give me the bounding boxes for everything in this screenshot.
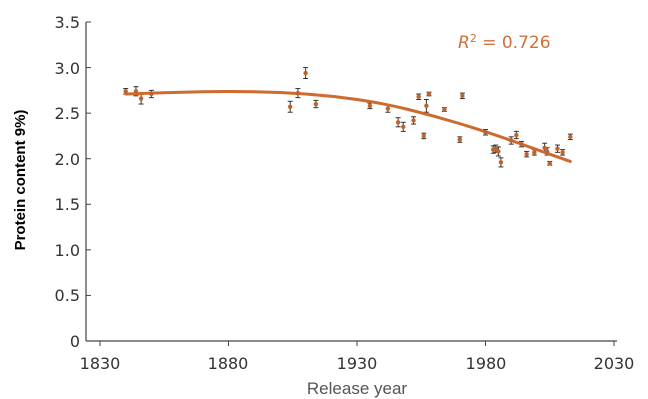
error-bars — [123, 67, 573, 168]
data-point — [367, 103, 373, 109]
r-squared-annotation: R2 = 0.726 — [458, 32, 551, 54]
data-point — [138, 96, 144, 101]
r-squared-value: = 0.726 — [477, 33, 551, 53]
y-tick-label: 2.0 — [55, 150, 80, 169]
data-point — [442, 107, 447, 112]
data-point — [532, 150, 537, 155]
x-tick-labels: 1830 1880 1930 1980 2030 — [80, 354, 635, 373]
data-point — [514, 132, 519, 138]
data-point — [568, 134, 573, 140]
data-point — [303, 70, 308, 76]
data-point — [421, 133, 427, 139]
y-tick-label: 0 — [70, 332, 80, 351]
r-squared-prefix: R — [458, 33, 470, 53]
r-squared-sup: 2 — [470, 32, 477, 45]
data-point — [385, 106, 391, 111]
data-point — [313, 101, 319, 107]
data-point — [547, 161, 552, 166]
y-tick-label: 2.5 — [55, 104, 80, 123]
data-point — [395, 120, 401, 125]
data-point — [416, 94, 421, 99]
data-point — [426, 91, 432, 97]
data-point — [483, 130, 488, 135]
data-point — [542, 145, 547, 150]
data-point — [460, 93, 465, 99]
y-tick-label: 3.5 — [55, 13, 80, 32]
y-tick-labels: 0 0.5 1.0 1.5 2.0 2.5 3.0 3.5 — [55, 13, 80, 351]
data-point — [424, 103, 429, 109]
x-tick-label: 1830 — [80, 354, 121, 373]
data-point — [560, 150, 565, 155]
data-point — [401, 124, 406, 130]
data-point — [498, 160, 504, 165]
data-point — [133, 89, 139, 94]
y-tick-label: 3.0 — [55, 59, 80, 78]
x-tick-label: 2030 — [594, 354, 635, 373]
x-axis-title: Release year — [307, 379, 408, 398]
data-point — [555, 146, 560, 151]
y-tick-label: 1.5 — [55, 195, 80, 214]
data-point — [496, 149, 501, 154]
y-axis-title: Protein content 9%) — [12, 110, 29, 251]
y-tick-label: 1.0 — [55, 241, 80, 260]
data-point — [123, 89, 128, 94]
x-tick-label: 1930 — [337, 354, 378, 373]
data-point — [287, 104, 293, 109]
trend-line — [124, 89, 572, 163]
data-point — [519, 141, 524, 147]
data-point — [295, 90, 301, 96]
data-point — [457, 137, 462, 142]
data-point — [149, 91, 154, 97]
data-point — [544, 149, 550, 154]
x-tick-label: 1980 — [466, 354, 507, 373]
x-tick-label: 1880 — [208, 354, 249, 373]
y-tick-label: 0.5 — [55, 286, 80, 305]
data-point — [509, 138, 514, 143]
data-points — [123, 70, 573, 166]
data-point — [411, 118, 416, 123]
data-point — [524, 151, 529, 157]
